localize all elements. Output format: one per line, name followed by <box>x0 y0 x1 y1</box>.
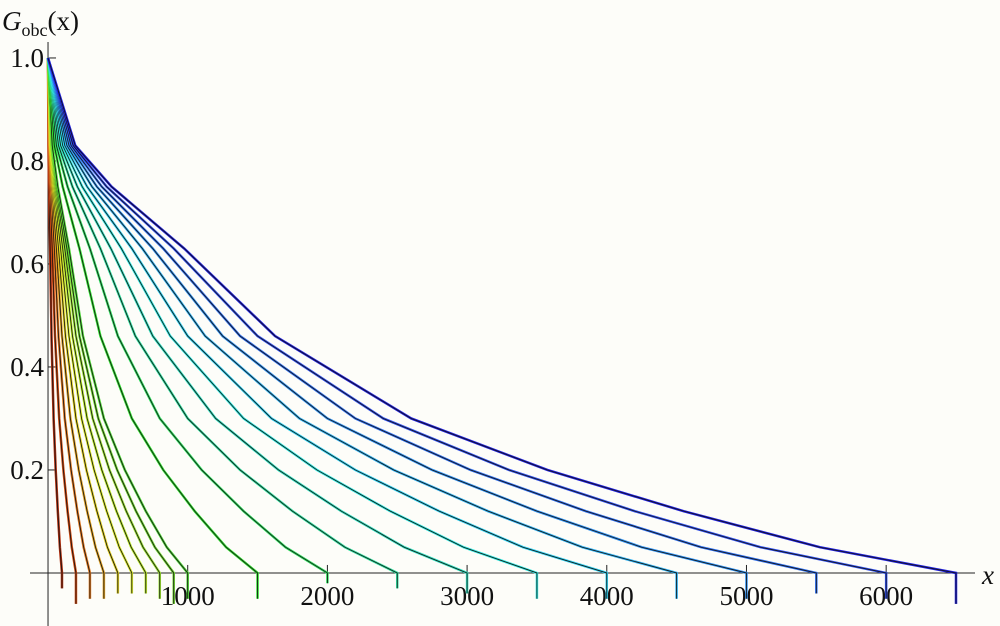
fit-line <box>47 57 538 599</box>
fit-line <box>47 57 887 599</box>
data-line <box>46 57 888 599</box>
x-axis-label: x <box>981 560 994 590</box>
fit-line <box>47 57 189 599</box>
fit-line <box>47 57 468 594</box>
x-tick-label: 2000 <box>300 581 354 611</box>
data-line <box>46 57 539 599</box>
data-line <box>46 57 469 594</box>
data-line <box>46 57 748 599</box>
y-tick-label: 0.8 <box>10 146 44 176</box>
fit-line <box>47 57 678 599</box>
y-tick-label: 1.0 <box>10 43 44 73</box>
y-tick-label: 0.2 <box>10 455 44 485</box>
data-line <box>46 57 399 589</box>
fit-line <box>47 57 258 599</box>
fit-line <box>47 57 608 599</box>
y-label-main: G <box>2 6 22 36</box>
data-line <box>46 57 678 599</box>
y-tick-label: 0.6 <box>10 249 44 279</box>
fit-line <box>47 57 747 599</box>
y-tick-label: 0.4 <box>10 352 44 382</box>
fit-line <box>47 57 328 584</box>
fit-line <box>47 57 398 589</box>
fit-line <box>47 57 957 604</box>
y-label-arg: (x) <box>48 6 79 36</box>
y-axis-label: Gobc(x) <box>2 6 79 40</box>
y-label-sub: obc <box>22 20 48 40</box>
fit-line <box>47 57 817 594</box>
